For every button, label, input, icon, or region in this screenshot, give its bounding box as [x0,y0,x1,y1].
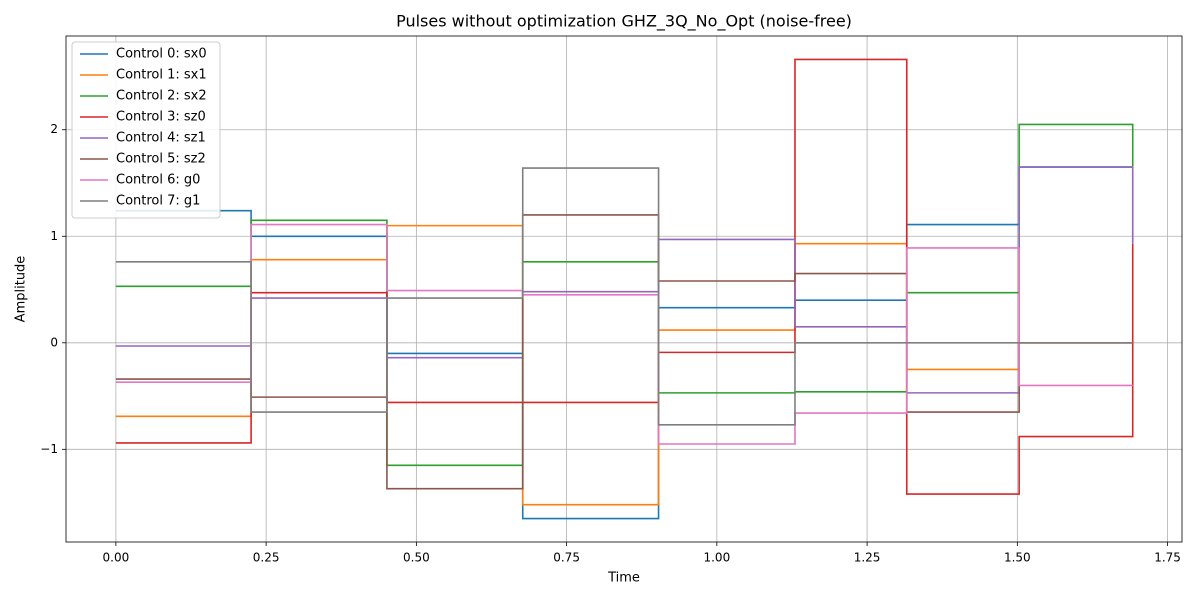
x-tick-label: 0.50 [403,551,430,565]
legend-label: Control 3: sz0 [116,110,206,125]
plot-frame [65,35,1183,543]
step-line [115,223,1133,445]
chart-title: Pulses without optimization GHZ_3Q_No_Op… [396,12,852,32]
step-line [115,224,1133,506]
x-tick-label: 0.00 [103,551,130,565]
x-tick-label: 1.50 [1004,551,1031,565]
legend-label: Control 2: sx2 [116,89,207,104]
legend-label: Control 1: sx1 [116,68,207,83]
legend-label: Control 6: g0 [116,173,200,188]
y-tick-label: 1 [50,229,58,243]
step-line [115,166,1134,394]
step-line [115,58,1134,495]
legend-label: Control 7: g1 [116,194,200,209]
y-tick-label: −1 [40,442,58,456]
y-tick-label: 0 [50,335,58,349]
step-line [115,167,1133,426]
legend-label: Control 4: sz1 [116,131,206,146]
x-tick-label: 1.25 [854,551,881,565]
legend-label: Control 0: sx0 [116,47,207,62]
x-tick-label: 0.25 [253,551,280,565]
x-axis-label: Time [607,571,640,586]
x-tick-label: 1.00 [703,551,730,565]
x-tick-label: 1.75 [1154,551,1181,565]
legend-box [71,41,221,219]
legend-label: Control 5: sz2 [116,152,206,167]
legend: Control 0: sx0 Control 1: sx1 Control 2: s… [71,41,221,219]
step-line [115,214,1133,490]
y-axis-label: Amplitude [14,256,29,323]
x-tick-label: 0.75 [553,551,580,565]
y-tick-label: 2 [50,122,58,136]
